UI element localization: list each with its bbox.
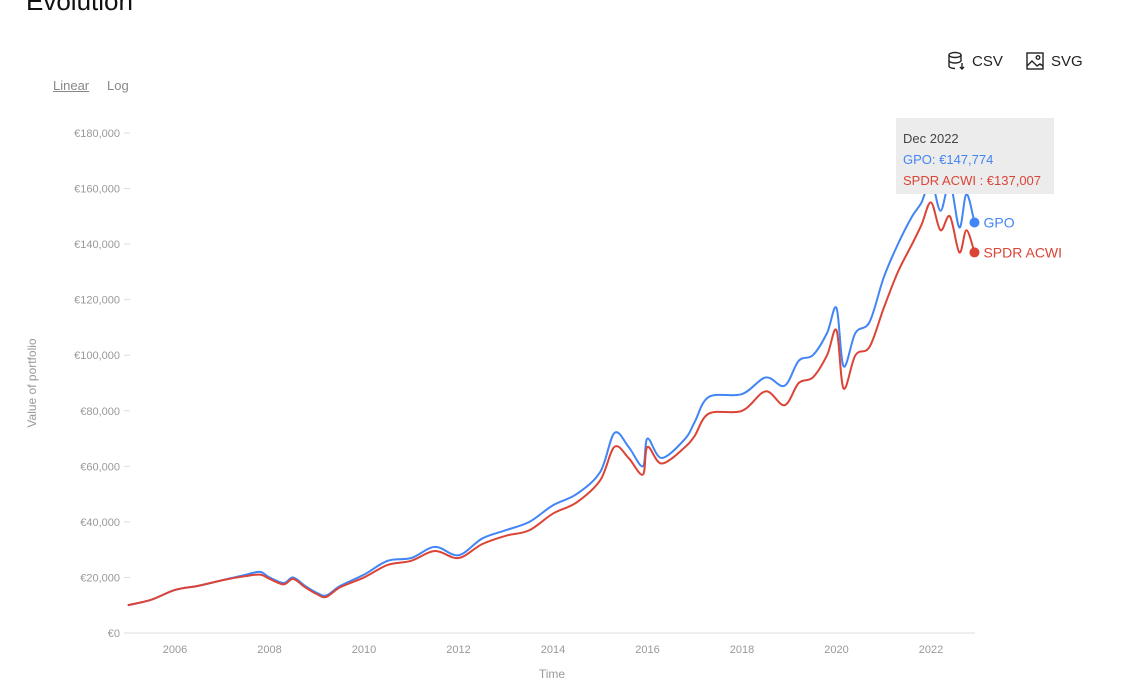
series-end-point: [969, 217, 980, 228]
x-tick-label: 2022: [919, 644, 943, 656]
x-tick-label: 2020: [824, 644, 848, 656]
tooltip-gpo: GPO: €147,774: [903, 152, 994, 167]
svg-download-button[interactable]: SVG: [1025, 51, 1083, 71]
y-axis-label: Value of portfolio: [25, 338, 39, 427]
series-label: SPDR ACWI: [983, 244, 1062, 260]
csv-download-button[interactable]: CSV: [946, 51, 1003, 71]
y-tick-label: €0: [108, 628, 120, 640]
x-tick-label: 2010: [352, 644, 376, 656]
series-end-point: [969, 247, 980, 258]
tooltip-date: Dec 2022: [903, 131, 959, 146]
tooltip: Dec 2022 GPO: €147,774 SPDR ACWI : €137,…: [896, 118, 1054, 194]
y-tick-label: €40,000: [80, 517, 120, 529]
svg-label: SVG: [1051, 52, 1083, 70]
log-scale-toggle[interactable]: Log: [107, 78, 129, 93]
series-line-spdr-acwi: [127, 201, 976, 607]
tooltip-spdr: SPDR ACWI : €137,007: [903, 173, 1042, 188]
x-tick-label: 2008: [257, 644, 281, 656]
x-tick-label: 2014: [541, 644, 565, 656]
y-tick-label: €160,000: [74, 184, 120, 196]
y-tick-label: €60,000: [80, 461, 120, 473]
y-tick-label: €20,000: [80, 572, 120, 584]
series-label: GPO: [983, 215, 1014, 231]
series-line-gpo: [127, 179, 976, 607]
x-tick-label: 2018: [730, 644, 754, 656]
y-tick-label: €180,000: [74, 128, 120, 140]
y-tick-label: €80,000: [80, 406, 120, 418]
image-icon: [1026, 52, 1044, 70]
database-download-icon: [948, 51, 965, 70]
y-tick-label: €140,000: [74, 239, 120, 251]
y-tick-label: €120,000: [74, 295, 120, 307]
x-tick-label: 2006: [163, 644, 187, 656]
x-axis-label: Time: [539, 667, 566, 681]
csv-label: CSV: [972, 52, 1003, 70]
y-tick-label: €100,000: [74, 350, 120, 362]
linear-scale-toggle[interactable]: Linear: [53, 78, 90, 93]
page-title: Evolution: [26, 0, 133, 16]
x-tick-label: 2012: [446, 644, 470, 656]
x-tick-label: 2016: [635, 644, 659, 656]
